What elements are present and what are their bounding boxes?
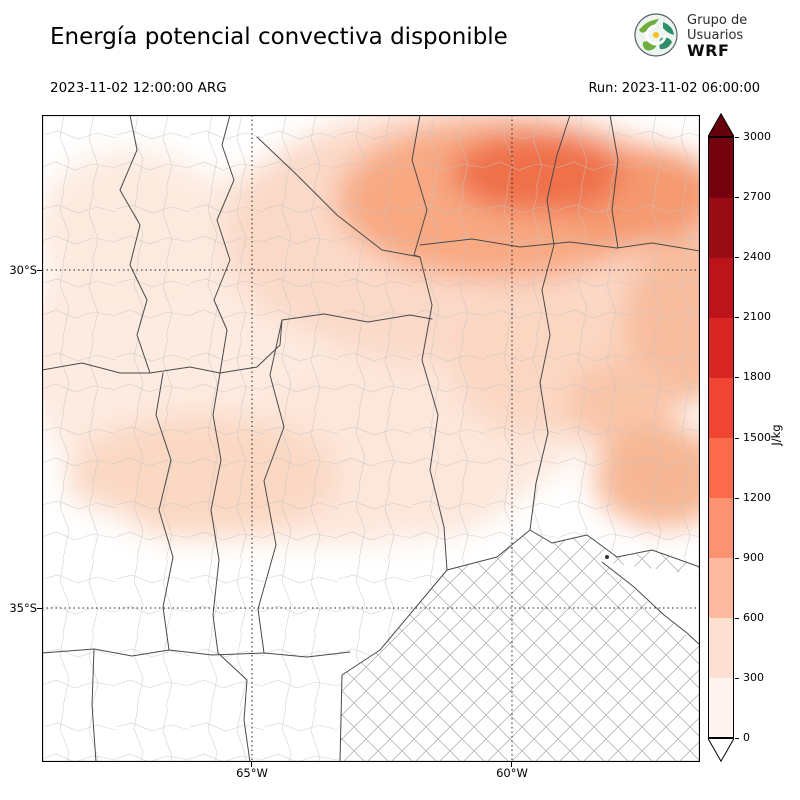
map-frame: [42, 115, 700, 762]
logo-text-wrf: WRF: [687, 40, 730, 60]
map-plot: [42, 115, 700, 762]
colorbar-segment: [709, 317, 733, 379]
colorbar-segment: [709, 197, 733, 259]
colorbar-tick-mark: [735, 617, 739, 619]
colorbar-tick-mark: [735, 197, 739, 199]
colorbar-segment: [709, 437, 733, 498]
x-axis-tick-65W: 65°W: [236, 766, 268, 780]
colorbar-tick-label: 900: [743, 550, 764, 564]
colorbar-tick-mark: [735, 738, 739, 739]
colorbar-tick-label: 2400: [743, 250, 771, 264]
colorbar-tick-label: 1200: [743, 490, 771, 504]
colorbar-segment: [709, 557, 733, 618]
buenos-aires-mesh: [340, 530, 700, 762]
colorbar-tick-label: 2100: [743, 310, 771, 324]
colorbar-tick-label: 2700: [743, 190, 771, 204]
colorbar-tick-mark: [735, 677, 739, 679]
coastline: [601, 561, 700, 646]
buenos-aires-city-marker: [605, 555, 609, 559]
colorbar-tick-mark: [735, 377, 739, 379]
colorbar-tick-label: 0: [743, 731, 750, 744]
colorbar-tick-label: 1800: [743, 370, 771, 384]
rio-de-la-plata: [601, 561, 700, 647]
x-tick-mark: [511, 762, 512, 767]
y-tick-mark: [37, 270, 42, 271]
colorbar-tick-label: 1500: [743, 430, 771, 444]
colorbar-segment: [709, 677, 733, 737]
y-tick-mark: [37, 608, 42, 609]
colorbar-tick-mark: [735, 257, 739, 259]
colorbar: J/kg 0 300 600 900 1200 1500 1800 2100 2400 2700 3…: [708, 113, 800, 773]
valid-time-label: 2023-11-02 12:00:00 ARG: [50, 80, 227, 96]
colorbar-tick-mark: [735, 137, 739, 138]
colorbar-gradient: [708, 137, 734, 738]
logo-text-line2: Usuarios: [687, 27, 744, 43]
wrf-logo: Grupo de Usuarios WRF: [633, 12, 747, 58]
colorbar-tick-label: 600: [743, 610, 764, 624]
colorbar-segment: [709, 377, 733, 438]
wrf-globe-icon: [634, 13, 678, 57]
logo-text-line1: Grupo de: [687, 12, 748, 28]
colorbar-segment: [709, 497, 733, 558]
graticule-gridlines: [42, 115, 700, 762]
colorbar-segment: [709, 617, 733, 678]
colorbar-under-arrow: [708, 738, 734, 762]
page-title: Energía potencial convectiva disponible: [50, 24, 508, 50]
y-axis-tick-35S: 35°S: [9, 601, 37, 615]
colorbar-segment: [709, 257, 733, 319]
colorbar-segment: [709, 138, 733, 199]
colorbar-over-arrow: [708, 113, 734, 137]
x-tick-mark: [251, 762, 252, 767]
colorbar-tick-mark: [735, 317, 739, 319]
colorbar-tick-label: 300: [743, 670, 764, 684]
province-borders: [42, 115, 700, 762]
x-axis-tick-60W: 60°W: [496, 766, 528, 780]
wrf-logo-text: Grupo de Usuarios WRF: [687, 12, 748, 60]
colorbar-tick-mark: [735, 557, 739, 559]
colorbar-tick-label: 3000: [743, 130, 771, 143]
run-time-label: Run: 2023-11-02 06:00:00: [588, 81, 760, 96]
y-axis-tick-30S: 30°S: [9, 263, 37, 277]
colorbar-tick-mark: [735, 497, 739, 499]
colorbar-tick-mark: [735, 437, 739, 439]
